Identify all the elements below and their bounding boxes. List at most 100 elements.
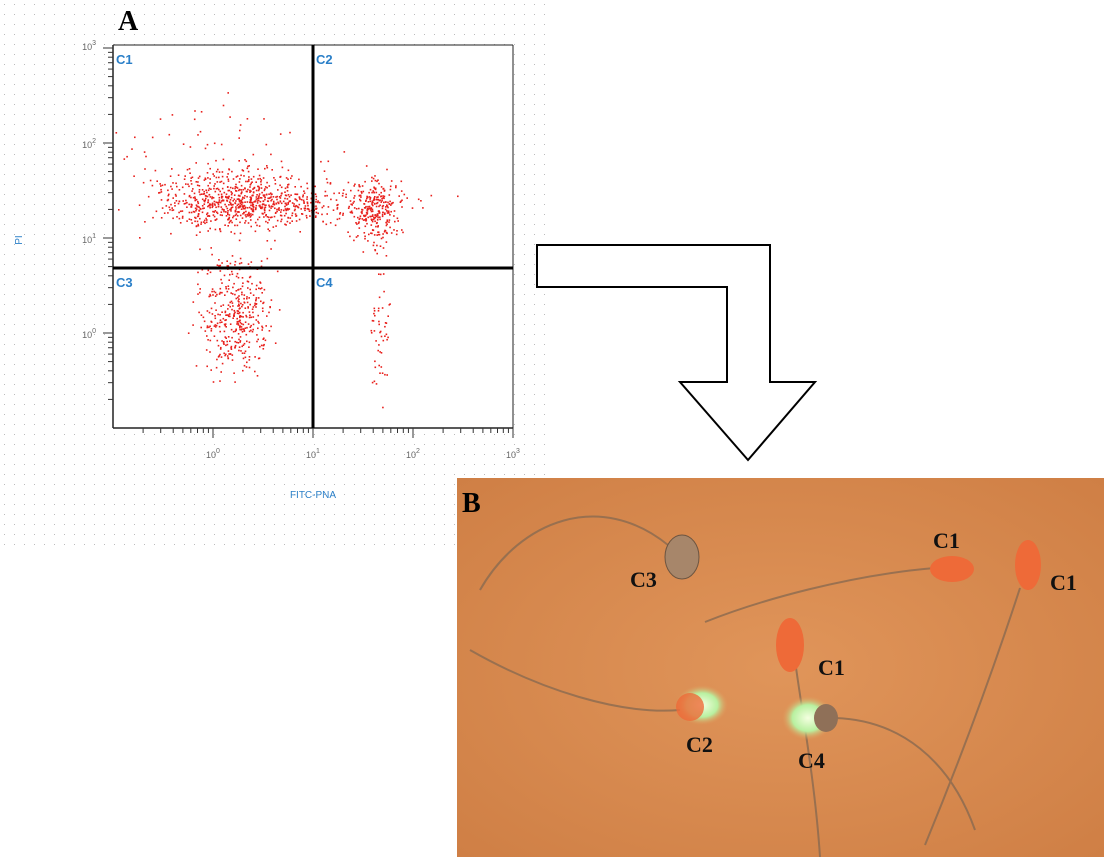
event-dot (225, 286, 227, 288)
event-dot (255, 303, 258, 305)
event-dot (360, 196, 362, 198)
event-dot (304, 205, 307, 207)
event-dot (233, 232, 236, 235)
event-dot (144, 168, 146, 170)
event-dot (256, 334, 258, 336)
event-dot (239, 321, 242, 324)
event-dot (378, 182, 380, 185)
event-dot (221, 262, 223, 264)
event-dot (245, 366, 248, 368)
event-dot (238, 320, 240, 323)
event-dot (238, 199, 241, 201)
event-dot (247, 306, 249, 308)
event-dot (387, 210, 390, 213)
event-dot (321, 206, 324, 209)
event-dot (230, 345, 233, 348)
event-dot (383, 201, 385, 204)
event-dot (258, 187, 261, 189)
event-dot (257, 185, 260, 188)
event-dot (172, 182, 174, 184)
event-dot (278, 196, 281, 198)
event-dot (270, 216, 272, 219)
event-dot (349, 200, 352, 202)
event-dot (353, 185, 355, 187)
event-dot (243, 212, 245, 214)
event-cloud (115, 92, 459, 409)
event-dot (359, 198, 361, 201)
event-dot (216, 358, 218, 361)
event-dot (372, 244, 375, 247)
event-dot (375, 383, 378, 385)
event-dot (393, 210, 396, 212)
event-dot (213, 325, 216, 327)
event-dot (235, 183, 237, 186)
event-dot (257, 197, 260, 200)
event-dot (366, 197, 368, 200)
event-dot (194, 207, 197, 210)
event-dot (231, 192, 233, 194)
event-dot (374, 216, 377, 219)
event-dot (203, 219, 206, 222)
event-dot (205, 197, 207, 200)
event-dot (229, 201, 231, 204)
event-dot (222, 304, 225, 306)
event-dot (182, 200, 184, 202)
event-dot (221, 362, 224, 365)
event-dot (361, 212, 363, 215)
event-dot (342, 214, 344, 216)
event-dot (262, 302, 264, 305)
event-dot (261, 307, 264, 310)
event-dot (287, 216, 289, 219)
event-dot (268, 219, 270, 221)
event-dot (254, 302, 256, 305)
event-dot (227, 308, 229, 310)
event-dot (389, 303, 391, 305)
event-dot (198, 210, 201, 212)
event-dot (387, 206, 389, 209)
event-dot (372, 320, 375, 322)
event-dot (377, 226, 379, 228)
event-dot (255, 306, 257, 308)
event-dot (254, 356, 256, 358)
event-dot (322, 205, 325, 207)
event-dot (371, 215, 374, 217)
event-dot (217, 193, 220, 196)
event-dot (366, 195, 368, 198)
event-dot (190, 206, 193, 208)
event-dot (398, 195, 400, 197)
event-dot (252, 175, 255, 178)
event-dot (258, 216, 261, 219)
event-dot (230, 328, 233, 331)
event-dot (284, 194, 287, 196)
event-dot (208, 215, 211, 217)
event-dot (197, 215, 200, 217)
event-dot (241, 169, 244, 171)
event-dot (243, 294, 246, 296)
event-dot (190, 183, 193, 185)
event-dot (229, 353, 232, 355)
event-dot (161, 184, 164, 187)
event-dot (370, 210, 373, 213)
event-dot (231, 308, 233, 311)
event-dot (200, 314, 203, 316)
event-dot (179, 222, 182, 224)
tick-label: 100 (82, 328, 96, 340)
event-dot (355, 236, 358, 238)
event-dot (386, 204, 388, 206)
event-dot (144, 221, 146, 223)
event-dot (190, 219, 193, 221)
event-dot (264, 206, 267, 209)
event-dot (263, 207, 266, 209)
event-dot (387, 315, 389, 317)
event-dot (224, 203, 226, 206)
event-dot (257, 314, 259, 317)
event-dot (227, 288, 230, 290)
event-dot (192, 188, 194, 190)
tick-label: 100 (206, 448, 220, 460)
event-dot (243, 352, 246, 354)
event-dot (298, 178, 300, 181)
event-dot (229, 273, 231, 276)
event-dot (315, 215, 317, 217)
event-dot (249, 326, 252, 328)
event-dot (242, 188, 245, 191)
